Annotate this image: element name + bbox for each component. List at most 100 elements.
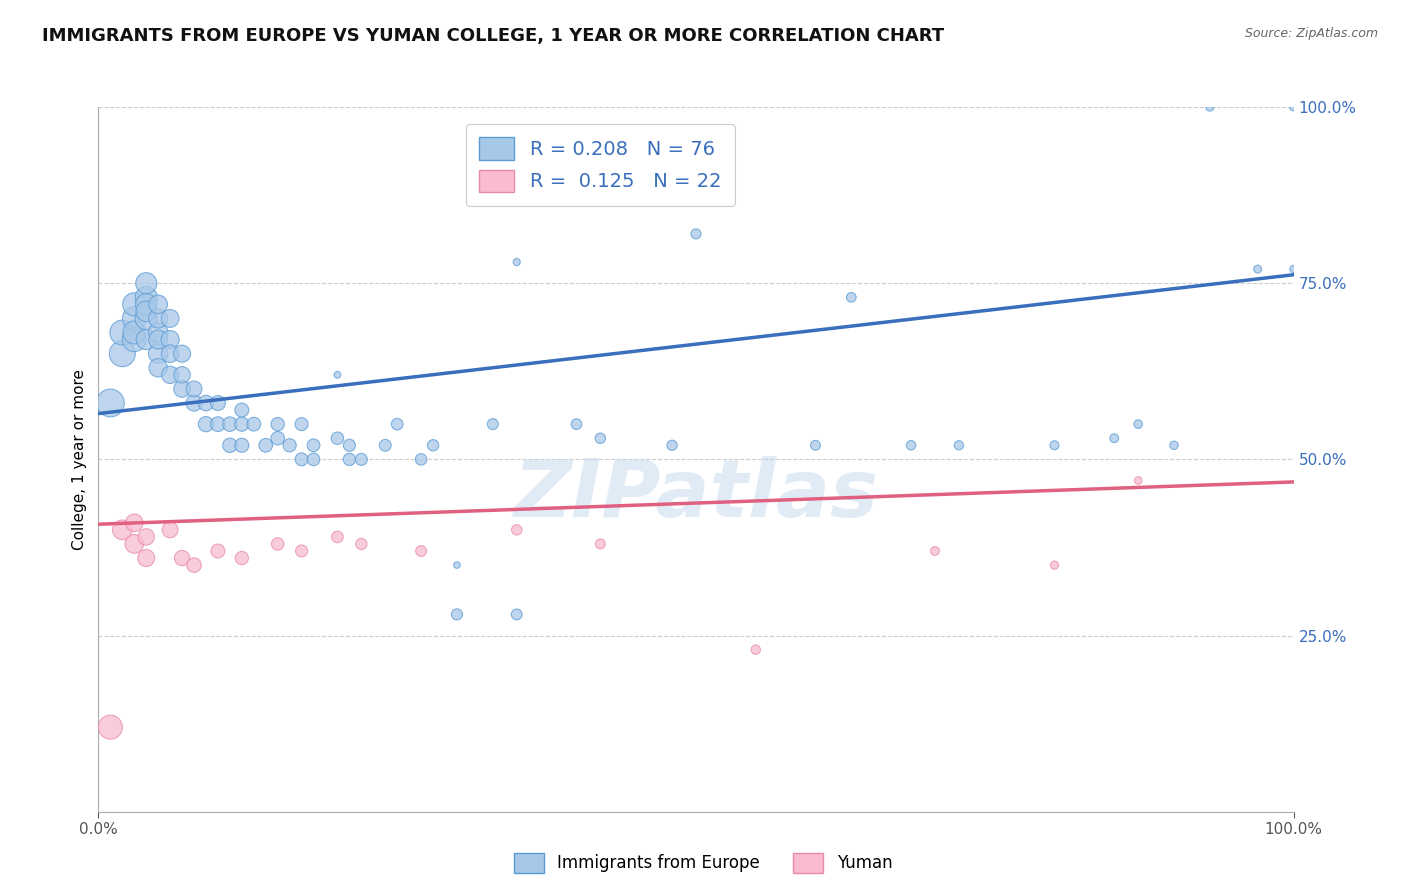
Point	[124, 537, 146, 551]
Point	[159, 368, 181, 382]
Point	[326, 530, 349, 544]
Point	[506, 255, 529, 269]
Point	[172, 368, 194, 382]
Point	[267, 417, 290, 431]
Point	[374, 438, 396, 452]
Point	[446, 607, 468, 622]
Point	[159, 333, 181, 347]
Point	[243, 417, 266, 431]
Point	[111, 326, 134, 340]
Point	[231, 403, 253, 417]
Point	[135, 530, 157, 544]
Point	[135, 290, 157, 304]
Point	[302, 438, 325, 452]
Point	[159, 346, 181, 360]
Point	[1282, 100, 1305, 114]
Point	[148, 346, 170, 360]
Point	[506, 523, 529, 537]
Point	[254, 438, 277, 452]
Point	[172, 346, 194, 360]
Point	[411, 452, 433, 467]
Point	[339, 438, 361, 452]
Point	[219, 438, 242, 452]
Text: IMMIGRANTS FROM EUROPE VS YUMAN COLLEGE, 1 YEAR OR MORE CORRELATION CHART: IMMIGRANTS FROM EUROPE VS YUMAN COLLEGE,…	[42, 27, 945, 45]
Point	[172, 551, 194, 566]
Point	[1043, 558, 1066, 573]
Y-axis label: College, 1 year or more: College, 1 year or more	[72, 369, 87, 549]
Point	[481, 417, 505, 431]
Point	[267, 537, 290, 551]
Point	[124, 311, 146, 326]
Point	[1043, 438, 1066, 452]
Point	[948, 438, 970, 452]
Point	[159, 311, 181, 326]
Point	[135, 277, 157, 291]
Point	[183, 382, 205, 396]
Point	[339, 452, 361, 467]
Point	[924, 544, 946, 558]
Point	[589, 537, 612, 551]
Point	[195, 417, 218, 431]
Point	[302, 452, 325, 467]
Point	[1163, 438, 1185, 452]
Point	[98, 720, 122, 734]
Point	[385, 417, 409, 431]
Point	[148, 360, 170, 375]
Text: ZIPatlas: ZIPatlas	[513, 456, 879, 533]
Point	[1128, 474, 1150, 488]
Point	[98, 396, 122, 410]
Point	[111, 523, 134, 537]
Point	[278, 438, 301, 452]
Point	[183, 396, 205, 410]
Point	[219, 417, 242, 431]
Point	[1247, 262, 1270, 277]
Point	[135, 551, 157, 566]
Point	[124, 333, 146, 347]
Point	[1128, 417, 1150, 431]
Point	[267, 431, 290, 445]
Point	[207, 417, 229, 431]
Point	[183, 558, 205, 573]
Point	[124, 516, 146, 530]
Point	[231, 438, 253, 452]
Point	[1104, 431, 1126, 445]
Point	[231, 551, 253, 566]
Point	[350, 452, 373, 467]
Point	[135, 297, 157, 311]
Point	[841, 290, 863, 304]
Point	[661, 438, 683, 452]
Point	[685, 227, 707, 241]
Text: Source: ZipAtlas.com: Source: ZipAtlas.com	[1244, 27, 1378, 40]
Legend: R = 0.208   N = 76, R =  0.125   N = 22: R = 0.208 N = 76, R = 0.125 N = 22	[465, 124, 735, 206]
Point	[148, 311, 170, 326]
Point	[350, 537, 373, 551]
Point	[326, 368, 349, 382]
Point	[231, 417, 253, 431]
Point	[207, 396, 229, 410]
Point	[1282, 262, 1305, 277]
Point	[135, 304, 157, 318]
Point	[804, 438, 827, 452]
Point	[111, 346, 134, 360]
Point	[135, 311, 157, 326]
Point	[291, 544, 314, 558]
Point	[1199, 100, 1222, 114]
Point	[124, 297, 146, 311]
Point	[446, 558, 468, 573]
Legend: Immigrants from Europe, Yuman: Immigrants from Europe, Yuman	[508, 847, 898, 880]
Point	[159, 523, 181, 537]
Point	[195, 396, 218, 410]
Point	[291, 417, 314, 431]
Point	[124, 326, 146, 340]
Point	[207, 544, 229, 558]
Point	[422, 438, 444, 452]
Point	[745, 642, 768, 657]
Point	[148, 297, 170, 311]
Point	[135, 333, 157, 347]
Point	[326, 431, 349, 445]
Point	[291, 452, 314, 467]
Point	[148, 326, 170, 340]
Point	[506, 607, 529, 622]
Point	[589, 431, 612, 445]
Point	[148, 333, 170, 347]
